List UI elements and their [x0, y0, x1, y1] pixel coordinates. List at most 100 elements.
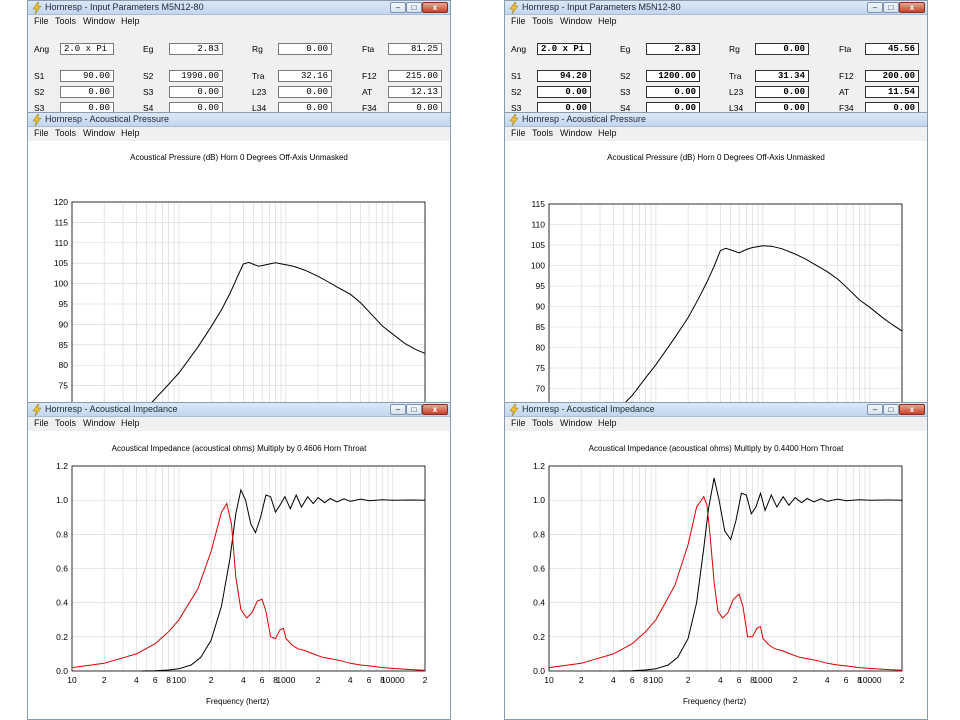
x-tick-label: 1000	[753, 675, 772, 685]
param-field-s2b[interactable]: 0.00	[60, 86, 114, 98]
x-tick-label: 4	[348, 675, 353, 685]
menu-file[interactable]: File	[511, 128, 526, 138]
param-field-f12[interactable]: 200.00	[865, 70, 919, 82]
param-field-s3[interactable]: 0.00	[169, 86, 223, 98]
menu-window[interactable]: Window	[560, 16, 593, 26]
param-field-rg[interactable]: 0.00	[278, 43, 332, 55]
close-button[interactable]: x	[422, 2, 448, 13]
x-tick-label: 8	[643, 675, 648, 685]
y-tick-label: 100	[531, 261, 545, 271]
menu-help[interactable]: Help	[121, 128, 140, 138]
minimize-button[interactable]: –	[390, 2, 406, 13]
plot-frame	[71, 201, 426, 403]
menu-help[interactable]: Help	[121, 418, 140, 428]
param-field-fta[interactable]: 81.25	[388, 43, 442, 55]
param-field-tra[interactable]: 32.16	[278, 70, 332, 82]
param-label-fta: Fta	[362, 44, 375, 54]
param-label-f12: F12	[362, 71, 377, 81]
close-button[interactable]: x	[899, 2, 925, 13]
y-tick-label: 105	[531, 240, 545, 250]
param-field-at[interactable]: 12.13	[388, 86, 442, 98]
param-field-s3[interactable]: 0.00	[646, 86, 700, 98]
x-tick-label: 6	[844, 675, 849, 685]
menu-tools[interactable]: Tools	[532, 418, 554, 428]
param-label-s2: S2	[143, 71, 154, 81]
menu-tools[interactable]: Tools	[532, 16, 554, 26]
plot-area	[28, 141, 450, 403]
hornresp-lightning-icon	[509, 404, 519, 416]
menu-bar: File Tools Window Help	[505, 15, 927, 29]
param-field-rg[interactable]: 0.00	[755, 43, 809, 55]
param-field-s2b[interactable]: 0.00	[537, 86, 591, 98]
hornresp-lightning-icon	[32, 2, 42, 14]
menu-tools[interactable]: Tools	[55, 418, 77, 428]
maximize-button[interactable]: □	[406, 404, 422, 415]
menu-file[interactable]: File	[34, 418, 49, 428]
menu-file[interactable]: File	[511, 418, 526, 428]
param-field-s1[interactable]: 94.20	[537, 70, 591, 82]
plot-frame	[548, 203, 903, 403]
menu-tools[interactable]: Tools	[55, 16, 77, 26]
title-bar[interactable]: Hornresp - Acoustical Impedance – □ x	[28, 403, 450, 417]
param-field-s1[interactable]: 90.00	[60, 70, 114, 82]
param-label-ang: Ang	[34, 44, 50, 54]
menu-file[interactable]: File	[34, 16, 49, 26]
menu-window[interactable]: Window	[83, 418, 116, 428]
param-field-ang[interactable]: 2.0 x Pi	[537, 43, 591, 55]
maximize-button[interactable]: □	[883, 404, 899, 415]
param-field-f12[interactable]: 215.00	[388, 70, 442, 82]
menu-window[interactable]: Window	[83, 128, 116, 138]
x-tick-label: 1000	[276, 675, 295, 685]
minimize-button[interactable]: –	[390, 404, 406, 415]
menu-help[interactable]: Help	[598, 16, 617, 26]
y-tick-label: 85	[536, 322, 546, 332]
y-tick-label: 120	[54, 197, 68, 207]
title-bar[interactable]: Hornresp - Input Parameters M5N12-80 – □…	[28, 1, 450, 15]
maximize-button[interactable]: □	[406, 2, 422, 13]
menu-window[interactable]: Window	[83, 16, 116, 26]
minimize-button[interactable]: –	[867, 2, 883, 13]
param-label-eg: Eg	[143, 44, 154, 54]
series-line-1	[624, 245, 903, 403]
menu-help[interactable]: Help	[121, 16, 140, 26]
menu-window[interactable]: Window	[560, 128, 593, 138]
menu-file[interactable]: File	[34, 128, 49, 138]
param-field-ang[interactable]: 2.0 x Pi	[60, 43, 114, 55]
param-field-fta[interactable]: 45.56	[865, 43, 919, 55]
title-bar[interactable]: Hornresp - Acoustical Pressure	[28, 113, 450, 127]
title-bar[interactable]: Hornresp - Acoustical Impedance – □ x	[505, 403, 927, 417]
maximize-button[interactable]: □	[883, 2, 899, 13]
close-button[interactable]: x	[422, 404, 448, 415]
y-tick-label: 1.0	[533, 495, 545, 505]
menu-window[interactable]: Window	[560, 418, 593, 428]
menu-help[interactable]: Help	[598, 418, 617, 428]
chart-title: Acoustical Impedance (acoustical ohms) M…	[588, 444, 844, 453]
menu-tools[interactable]: Tools	[55, 128, 77, 138]
minimize-button[interactable]: –	[867, 404, 883, 415]
param-field-s3b[interactable]: 0.00	[537, 102, 591, 114]
title-bar[interactable]: Hornresp - Input Parameters M5N12-80 – □…	[505, 1, 927, 15]
param-field-at[interactable]: 11.54	[865, 86, 919, 98]
title-bar[interactable]: Hornresp - Acoustical Pressure	[505, 113, 927, 127]
param-field-s2[interactable]: 1200.00	[646, 70, 700, 82]
menu-help[interactable]: Help	[598, 128, 617, 138]
param-field-l23[interactable]: 0.00	[278, 86, 332, 98]
menu-tools[interactable]: Tools	[532, 128, 554, 138]
param-label-s1: S1	[34, 71, 45, 81]
y-tick-label: 90	[536, 302, 546, 312]
param-field-tra[interactable]: 31.34	[755, 70, 809, 82]
param-field-s2[interactable]: 1990.00	[169, 70, 223, 82]
y-tick-label: 0.4	[533, 598, 545, 608]
chart-title: Acoustical Impedance (acoustical ohms) M…	[111, 444, 367, 453]
menu-file[interactable]: File	[511, 16, 526, 26]
param-field-eg[interactable]: 2.83	[646, 43, 700, 55]
y-tick-label: 0.6	[533, 564, 545, 574]
param-label-tra: Tra	[252, 71, 265, 81]
right-acoustical-pressure-window: Hornresp - Acoustical Pressure File Tool…	[504, 112, 928, 404]
param-field-l23[interactable]: 0.00	[755, 86, 809, 98]
x-tick-label: 4	[611, 675, 616, 685]
close-button[interactable]: x	[899, 404, 925, 415]
param-label-s3: S3	[143, 87, 154, 97]
param-field-eg[interactable]: 2.83	[169, 43, 223, 55]
